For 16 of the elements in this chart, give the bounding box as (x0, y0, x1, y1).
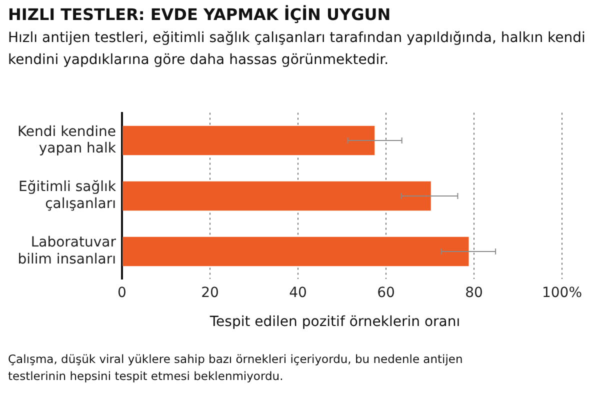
x-axis-title: Tespit edilen pozitif örneklerin oranı (208, 314, 462, 330)
x-tick-label: 80 (465, 285, 483, 302)
x-tick-label: 100% (542, 285, 582, 302)
y-tick-label: Laboratuvar bilim insanları (18, 234, 116, 268)
chart-title: HIZLI TESTLER: EVDE YAPMAK İÇİN UYGUN (8, 5, 391, 24)
x-tick-label: 60 (377, 285, 395, 302)
y-tick-label: Kendi kendine yapan halk (17, 124, 117, 157)
x-tick-label: 20 (201, 285, 219, 302)
chart-subtitle: Hızlı antijen testleri, eğitimli sağlık çalışanları tarafından yapıldığında, halkın kendi kendini yapdıklarına göre daha hassas görünmektedir. (8, 29, 586, 70)
bar (122, 181, 431, 211)
x-tick-label: 40 (289, 285, 307, 302)
bar (122, 236, 469, 266)
bar (122, 126, 375, 156)
y-tick-label: Eğitimli sağlık çalışanları (18, 179, 117, 212)
text: Çalışma, düşük viral yüklere sahip bazı örnekleri içeriyordu, bu nedenle antijen testlerinin hepsini tespit etmesi beklenmiyordu. (8, 351, 464, 385)
x-tick-label: 0 (118, 285, 126, 302)
